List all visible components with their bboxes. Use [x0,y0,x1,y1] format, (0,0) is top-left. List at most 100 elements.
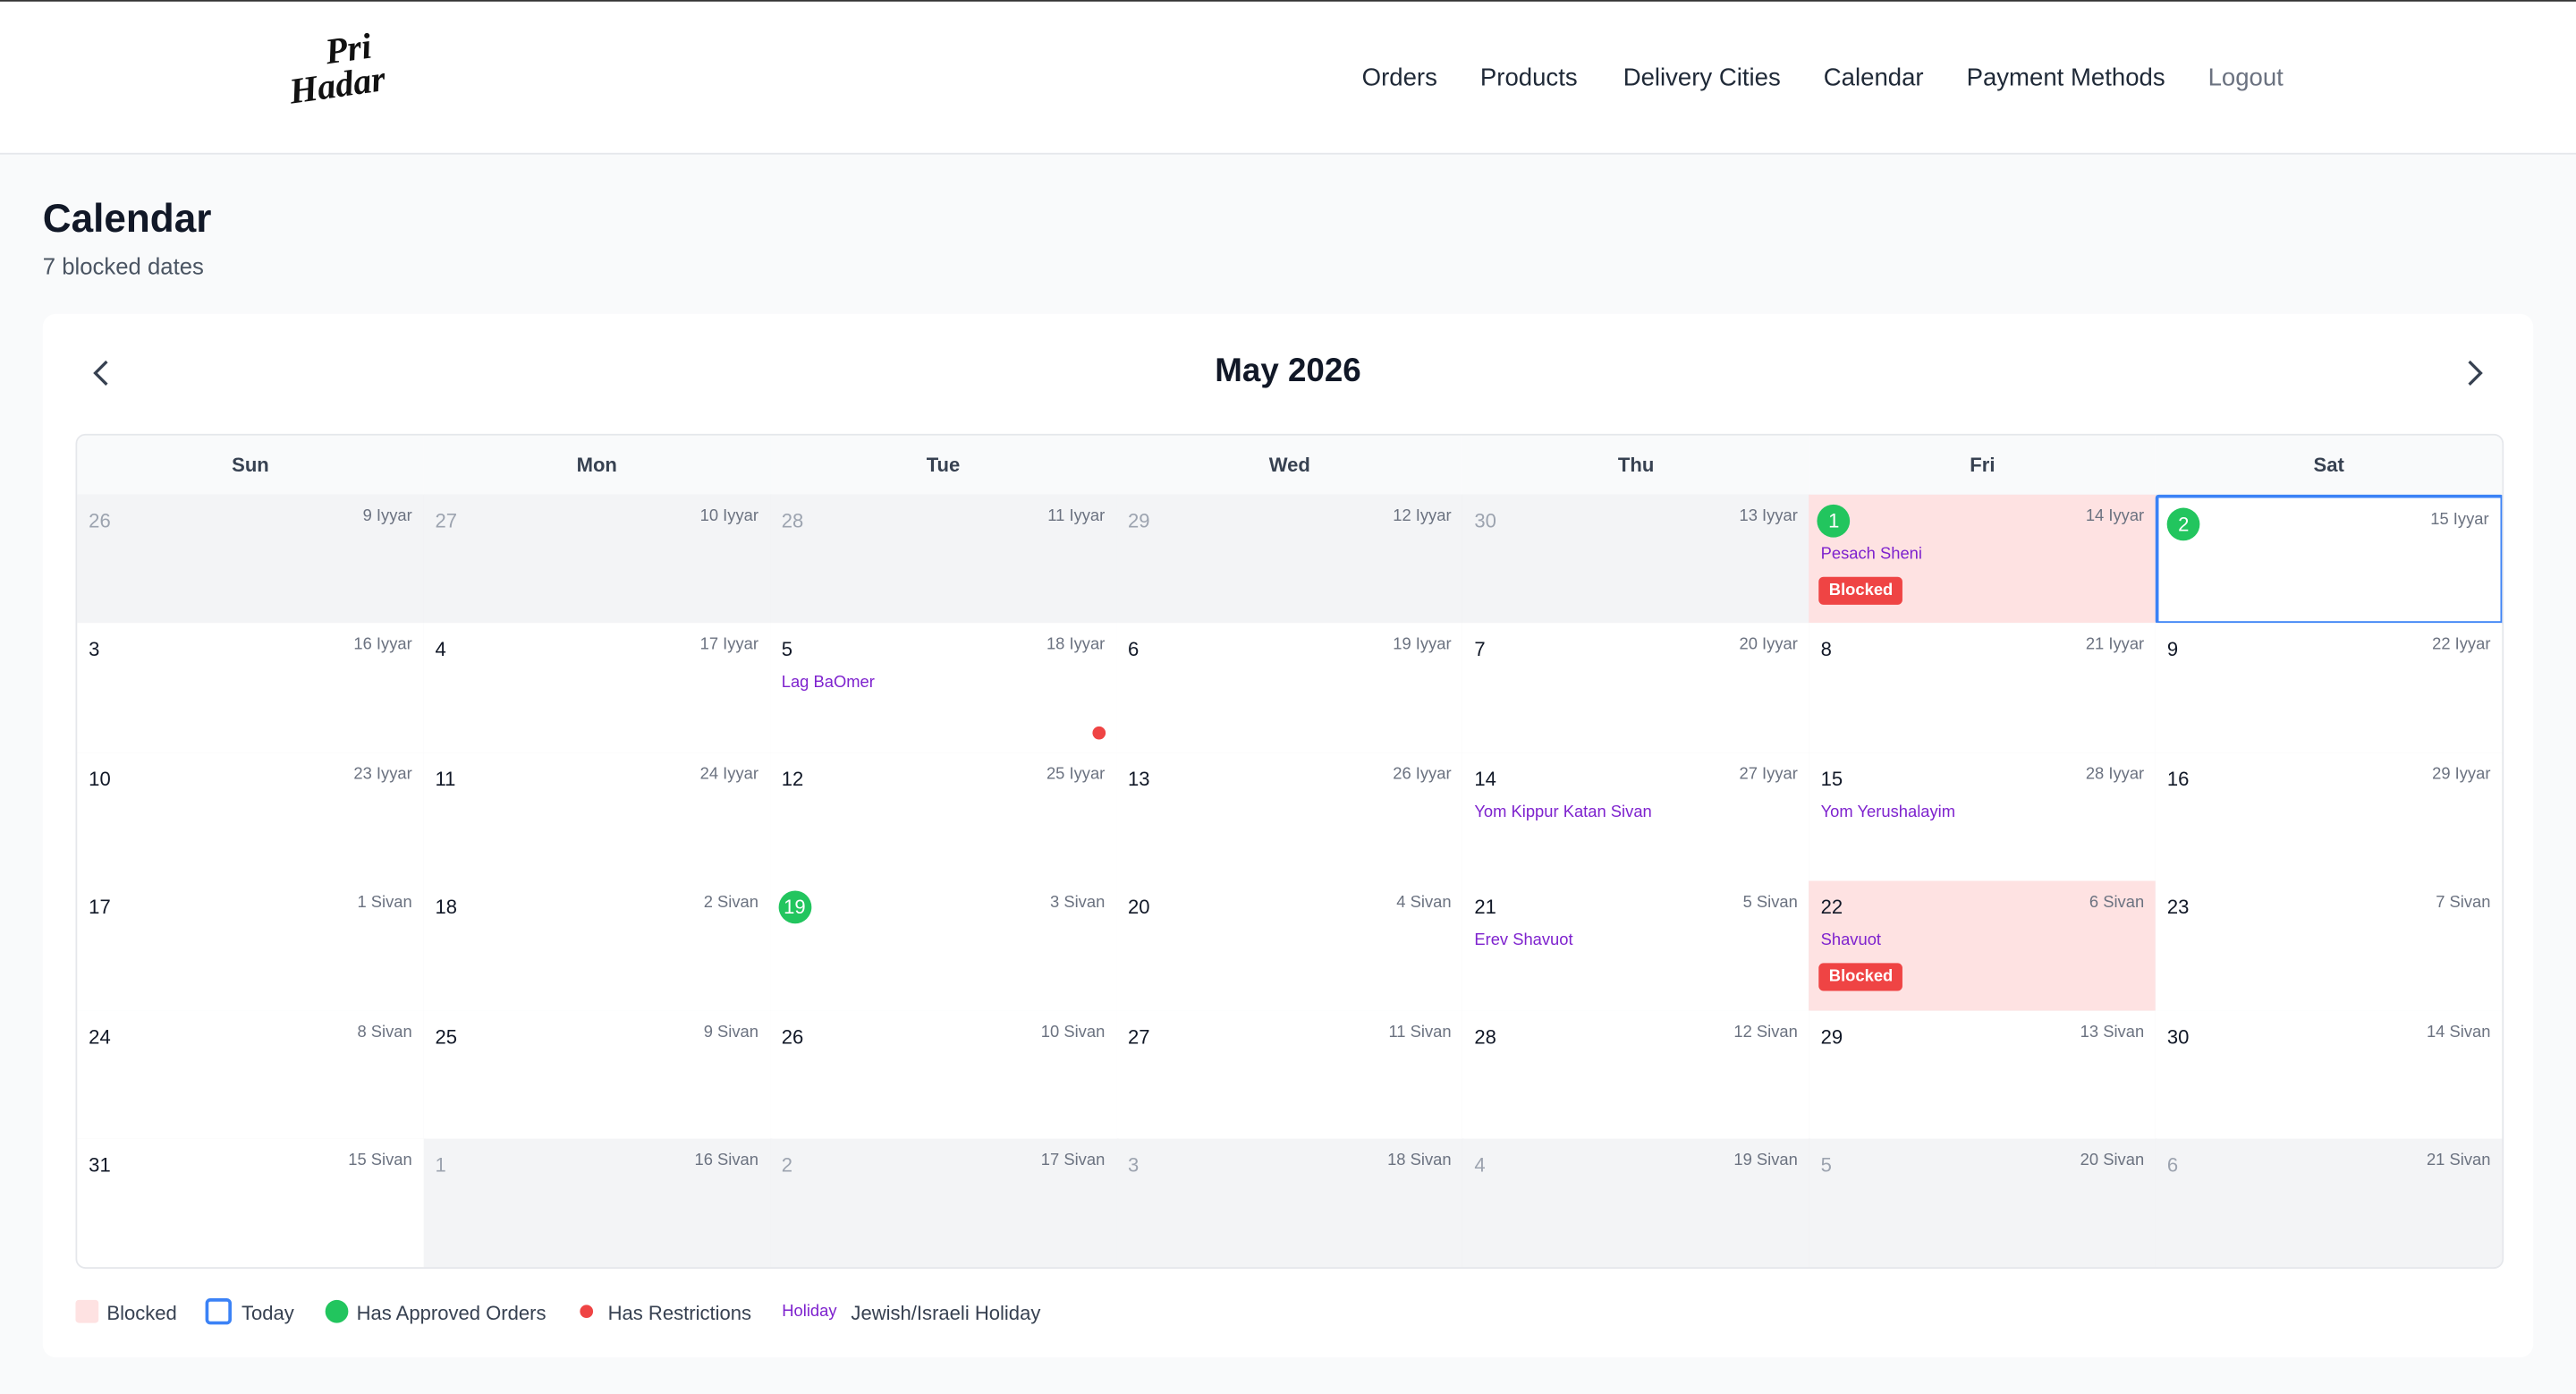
hebrew-date: 4 Sivan [1396,894,1452,913]
day-number: 26 [781,1024,804,1049]
nav-link[interactable]: Delivery Cities [1623,64,1781,92]
day-cell[interactable]: 13 26 Iyyar [1116,752,1465,883]
day-cell[interactable]: 27 11 Sivan [1116,1009,1465,1141]
hebrew-date: 17 Sivan [1040,1152,1106,1170]
hebrew-date: 9 Iyyar [362,507,412,526]
day-cell[interactable]: 16 29 Iyyar [2156,752,2503,883]
logo-line[interactable]: Hadar [286,57,388,112]
hebrew-date: 16 Iyyar [353,636,412,655]
day-cell[interactable]: 30 14 Sivan [2156,1009,2503,1141]
blocked-badge: Blocked [1818,963,1903,991]
hebrew-date: 6 Sivan [2089,894,2145,913]
day-cell[interactable]: 3 16 Iyyar [77,623,426,754]
day-cell[interactable]: 22 6 Sivan Shavuot Blocked [1809,880,2157,1012]
day-number: 3 [89,638,100,662]
day-cell[interactable]: 10 23 Iyyar [77,752,426,883]
day-cell[interactable]: 20 4 Sivan [1116,880,1465,1012]
day-cell[interactable]: 7 20 Iyyar [1462,623,1811,754]
day-cell[interactable]: 26 9 Iyyar [77,494,426,625]
day-cell[interactable]: 1 14 Iyyar Pesach Sheni Blocked [1809,494,2157,625]
day-cell[interactable]: 4 19 Sivan [1462,1138,1811,1268]
holiday-name: Shavuot [1820,931,1882,950]
legend-swatch [75,1299,99,1323]
day-cell[interactable]: 17 1 Sivan [77,880,426,1012]
top-border [0,0,2576,2]
day-cell[interactable]: 1 16 Sivan [423,1138,772,1268]
day-cell[interactable]: 3 18 Sivan [1116,1138,1465,1268]
nav-link[interactable]: Logout [2207,64,2284,92]
day-cell[interactable]: 18 2 Sivan [423,880,772,1012]
prev-month[interactable] [86,357,119,390]
nav-link[interactable]: Payment Methods [1966,64,2165,92]
day-number: 28 [781,509,804,533]
hebrew-date: 25 Iyyar [1046,765,1106,784]
weekday: Mon [423,435,770,497]
day-cell[interactable]: 28 11 Iyyar [769,494,1118,625]
day-cell[interactable]: 14 27 Iyyar Yom Kippur Katan Sivan [1462,752,1811,883]
month-title: May 2026 [1215,353,1361,390]
day-number: 6 [2166,1153,2179,1177]
day-number: 27 [1128,1024,1150,1049]
day-cell[interactable]: 6 19 Iyyar [1116,623,1465,754]
day-number: 17 [89,896,111,920]
day-cell[interactable]: 2 17 Sivan [769,1138,1118,1268]
weekday: Sun [77,435,424,497]
day-cell[interactable]: 31 15 Sivan [77,1138,426,1268]
day-cell[interactable]: 19 3 Sivan [769,880,1118,1012]
day-cell[interactable]: 12 25 Iyyar [769,752,1118,883]
page-title: Calendar [42,197,212,242]
hebrew-date: 28 Iyyar [2085,765,2145,784]
day-number: 25 [435,1024,457,1049]
day-cell[interactable]: 5 20 Sivan [1809,1138,2157,1268]
day-cell[interactable]: 2 15 Iyyar [2156,494,2503,625]
day-cell[interactable]: 29 13 Sivan [1809,1009,2157,1141]
day-cell[interactable]: 24 8 Sivan [77,1009,426,1141]
legend-label: Has Restrictions [607,1301,752,1325]
day-cell[interactable]: 6 21 Sivan [2156,1138,2503,1268]
nav-link[interactable]: Orders [1361,64,1437,92]
calendar-grid: Sun Mon Tue Wed Thu Fri Sat 26 9 Iyyar 27 10 Iyyar… [75,433,2504,1269]
day-cell[interactable]: 11 24 Iyyar [423,752,772,883]
day-cell[interactable]: 25 9 Sivan [423,1009,772,1141]
day-cell[interactable]: 9 22 Iyyar [2156,623,2503,754]
day-cell[interactable]: 30 13 Iyyar [1462,494,1811,625]
day-number: 2 [2166,507,2200,541]
hebrew-date: 8 Sivan [357,1023,412,1041]
day-cell[interactable]: 21 5 Sivan Erev Shavuot [1462,880,1811,1012]
day-cell[interactable]: 8 21 Iyyar [1809,623,2157,754]
day-number: 16 [2166,767,2190,791]
legend-label: Today [242,1301,294,1325]
day-number: 31 [89,1153,111,1177]
day-cell[interactable]: 4 17 Iyyar [423,623,772,754]
day-number: 10 [89,767,111,791]
nav-link[interactable]: Calendar [1823,64,1924,92]
hebrew-date: 2 Sivan [703,894,758,913]
day-number: 9 [2166,638,2179,662]
holiday-name: Yom Kippur Katan Sivan [1474,803,1652,821]
day-number: 27 [435,509,457,533]
day-cell[interactable]: 28 12 Sivan [1462,1009,1811,1141]
hebrew-date: 15 Sivan [348,1152,412,1170]
hebrew-date: 20 Sivan [2080,1152,2145,1170]
hebrew-date: 20 Iyyar [1739,636,1798,655]
hebrew-date: 12 Sivan [1733,1023,1798,1041]
day-number: 24 [89,1024,111,1049]
day-cell[interactable]: 23 7 Sivan [2156,880,2503,1012]
day-cell[interactable]: 27 10 Iyyar [423,494,772,625]
day-cell[interactable]: 29 12 Iyyar [1116,494,1465,625]
day-cell[interactable]: 15 28 Iyyar Yom Yerushalayim [1809,752,2157,883]
hebrew-date: 11 Iyyar [1047,507,1106,526]
next-month[interactable] [2458,357,2491,390]
legend-swatch [325,1299,349,1323]
nav-link[interactable]: Products [1479,64,1578,92]
legend-holiday-sample: Holiday [782,1303,837,1322]
day-number: 15 [1820,767,1843,791]
day-number: 28 [1474,1024,1496,1049]
legend-swatch [205,1298,232,1325]
weekday: Thu [1462,435,1809,497]
day-cell[interactable]: 26 10 Sivan [769,1009,1118,1141]
hebrew-date: 19 Sivan [1733,1152,1798,1170]
day-cell[interactable]: 5 18 Iyyar Lag BaOmer [769,623,1118,754]
hebrew-date: 26 Iyyar [1393,765,1452,784]
